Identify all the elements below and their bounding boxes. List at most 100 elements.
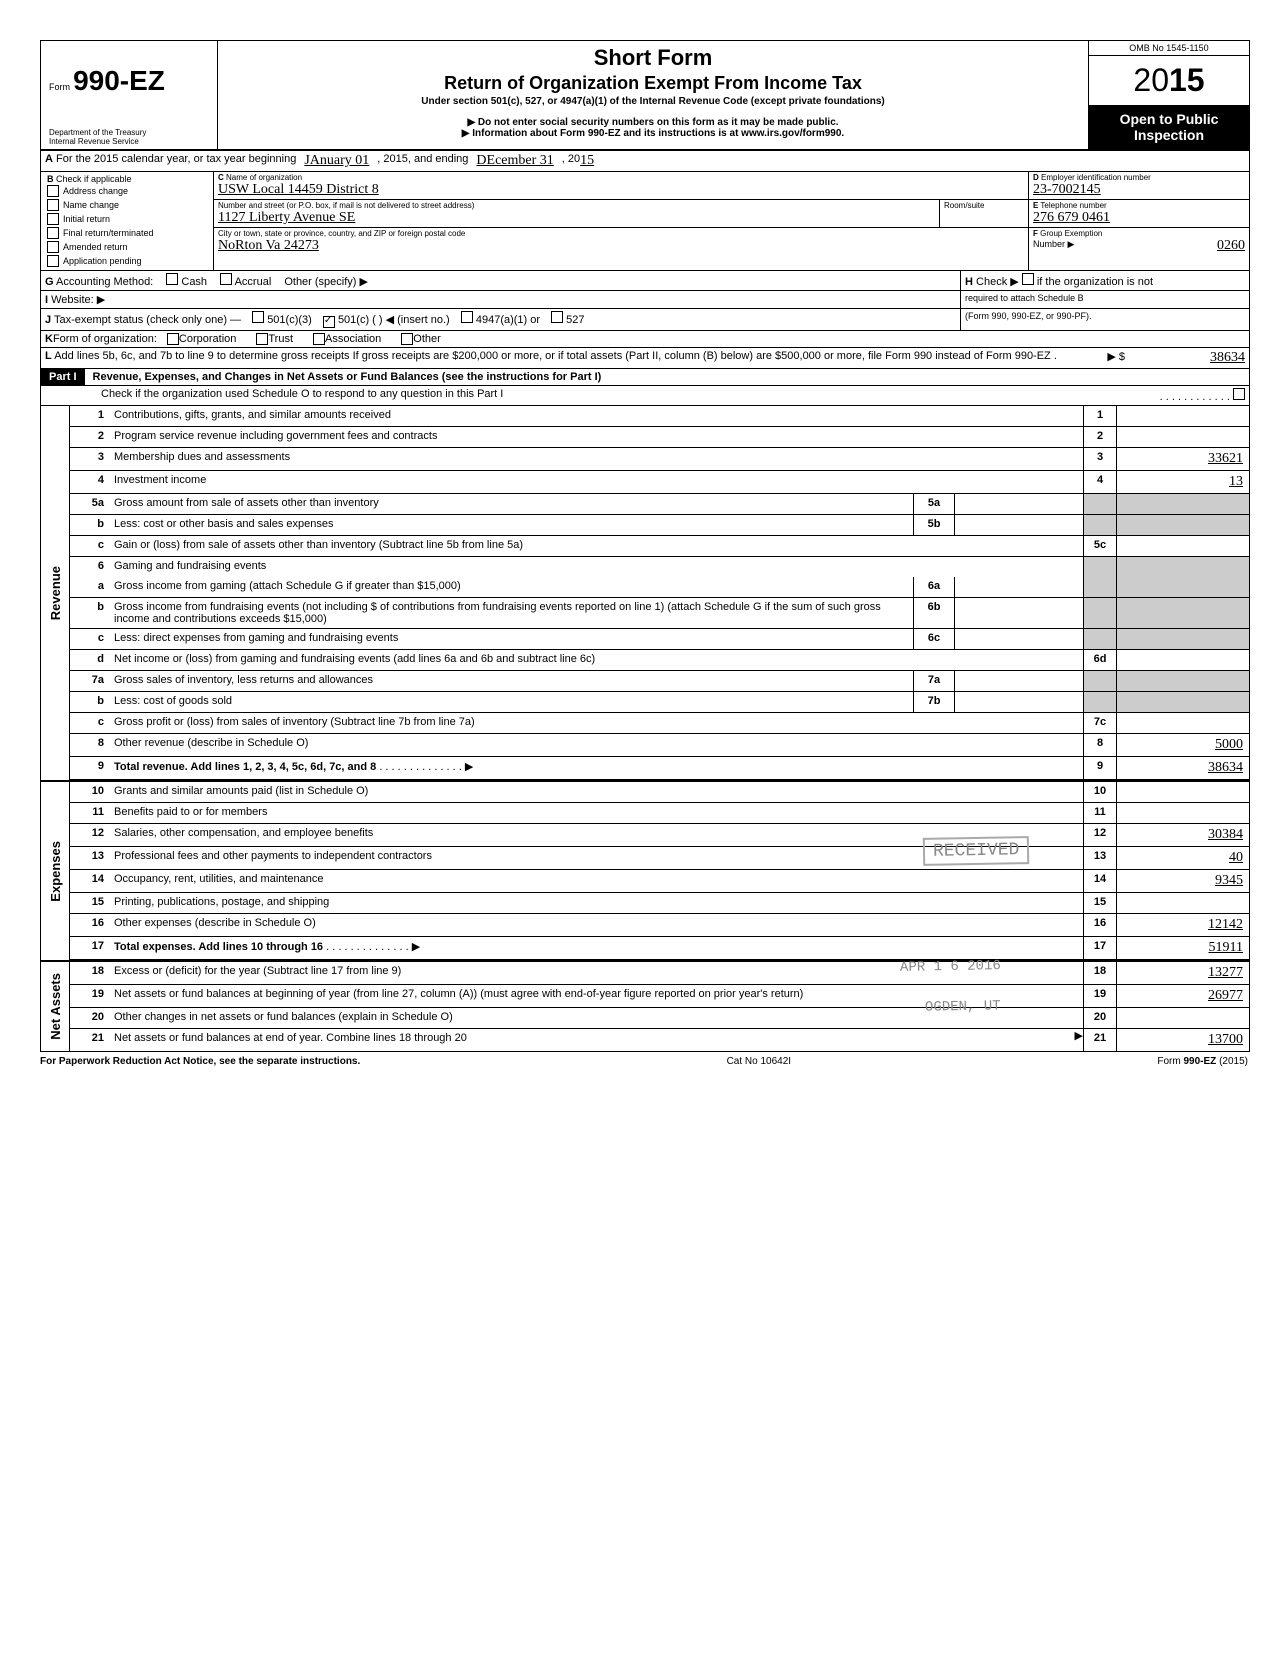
lrv6-shade (1117, 557, 1249, 577)
chk-schedule-b[interactable] (1022, 273, 1034, 285)
lv1 (1117, 406, 1249, 426)
ln13: 13 (70, 847, 110, 869)
chk-initial-return[interactable] (47, 213, 59, 225)
ld7b: Less: cost of goods sold (110, 692, 913, 712)
lsv6b (955, 598, 1083, 628)
street: 1127 Liberty Avenue SE (218, 210, 935, 226)
lv7c (1117, 713, 1249, 733)
line-l-text: Add lines 5b, 6c, and 7b to line 9 to de… (54, 350, 1057, 362)
part1-title: Revenue, Expenses, and Changes in Net As… (85, 369, 610, 385)
chk-501c3[interactable] (252, 311, 264, 323)
chk-amended[interactable] (47, 241, 59, 253)
box-b-label: Check if applicable (56, 174, 132, 184)
part1-check-text: Check if the organization used Schedule … (101, 388, 503, 403)
lrn5b-shade (1083, 515, 1117, 535)
ld6b: Gross income from fundraising events (no… (110, 598, 913, 628)
ld5a: Gross amount from sale of assets other t… (110, 494, 913, 514)
ln15: 15 (70, 893, 110, 913)
ld7c: Gross profit or (loss) from sales of inv… (110, 713, 1083, 733)
chk-schedule-o[interactable] (1233, 388, 1245, 400)
footer-right: Form 990-EZ (2015) (1157, 1056, 1248, 1067)
ld5c: Gain or (loss) from sale of assets other… (110, 536, 1083, 556)
lsn6b: 6b (913, 598, 955, 628)
lrn20: 20 (1083, 1008, 1117, 1028)
chk-cash[interactable] (166, 273, 178, 285)
lbl-final-return: Final return/terminated (63, 228, 154, 238)
ln8: 8 (70, 734, 110, 756)
lrn6c-shade (1083, 629, 1117, 649)
lrn21: 21 (1083, 1029, 1117, 1051)
lv14: 9345 (1117, 870, 1249, 892)
phone: 276 679 0461 (1033, 210, 1245, 226)
lrn14: 14 (1083, 870, 1117, 892)
lv10 (1117, 782, 1249, 802)
ld2: Program service revenue including govern… (110, 427, 1083, 447)
form-prefix: Form (49, 82, 70, 92)
lv19: 26977 (1117, 985, 1249, 1007)
ln3: 3 (70, 448, 110, 470)
chk-4947[interactable] (461, 311, 473, 323)
lv8: 5000 (1117, 734, 1249, 756)
lbl-amended: Amended return (63, 242, 128, 252)
lsn5b: 5b (913, 515, 955, 535)
chk-app-pending[interactable] (47, 255, 59, 267)
lbl-other-method: Other (specify) ▶ (284, 276, 368, 288)
ld8: Other revenue (describe in Schedule O) (110, 734, 1083, 756)
chk-name-change[interactable] (47, 199, 59, 211)
ln12: 12 (70, 824, 110, 846)
lv17: 51911 (1117, 937, 1249, 959)
lsn6a: 6a (913, 577, 955, 597)
lbl-trust: Trust (268, 333, 293, 345)
year: 15 (1169, 62, 1205, 98)
lv21: 13700 (1117, 1029, 1249, 1051)
lrv5b-shade (1117, 515, 1249, 535)
ogden-stamp: OGDEN, UT (917, 996, 1009, 1018)
lrn17: 17 (1083, 937, 1117, 959)
lrn7b-shade (1083, 692, 1117, 712)
chk-trust[interactable] (256, 333, 268, 345)
chk-assoc[interactable] (313, 333, 325, 345)
lv13: 40 (1117, 847, 1249, 869)
lrn9: 9 (1083, 757, 1117, 779)
line-a-text: For the 2015 calendar year, or tax year … (56, 153, 296, 165)
gross-receipts: 38634 (1125, 350, 1245, 366)
line-a-mid: , 2015, and ending (377, 153, 468, 169)
ln17: 17 (70, 937, 110, 959)
lbl-app-pending: Application pending (63, 256, 142, 266)
ein: 23-7002145 (1033, 182, 1245, 198)
ld5b: Less: cost or other basis and sales expe… (110, 515, 913, 535)
ln16: 16 (70, 914, 110, 936)
lrn7a-shade (1083, 671, 1117, 691)
lv20 (1117, 1008, 1249, 1028)
form-header: Form 990-EZ Department of the Treasury I… (41, 41, 1249, 151)
year-prefix: 20 (1133, 62, 1169, 98)
lrn6a-shade (1083, 577, 1117, 597)
form-number: 990-EZ (73, 65, 165, 96)
lrn4: 4 (1083, 471, 1117, 493)
endyear: 15 (580, 153, 594, 169)
lrn5c: 5c (1083, 536, 1117, 556)
open-public: Open to Public (1093, 111, 1245, 127)
lv9: 38634 (1117, 757, 1249, 779)
lbl-initial-return: Initial return (63, 214, 110, 224)
chk-address-change[interactable] (47, 185, 59, 197)
chk-527[interactable] (551, 311, 563, 323)
lrn6-shade (1083, 557, 1117, 577)
part1-label: Part I (41, 369, 85, 385)
lbl-insert-no: ) ◀ (insert no.) (379, 314, 450, 326)
lbl-cash: Cash (181, 276, 207, 288)
chk-other-org[interactable] (401, 333, 413, 345)
chk-final-return[interactable] (47, 227, 59, 239)
website-label: Website: ▶ (51, 294, 105, 306)
chk-501c[interactable] (323, 316, 335, 328)
h-text4: (Form 990, 990-EZ, or 990-PF). (961, 309, 1249, 330)
return-title: Return of Organization Exempt From Incom… (226, 73, 1080, 94)
lv11 (1117, 803, 1249, 823)
lrn16: 16 (1083, 914, 1117, 936)
irs-label: Internal Revenue Service (49, 138, 146, 147)
chk-corp[interactable] (167, 333, 179, 345)
form-990ez: Form 990-EZ Department of the Treasury I… (40, 40, 1250, 1052)
chk-accrual[interactable] (220, 273, 232, 285)
lsv5a (955, 494, 1083, 514)
lrv6c-shade (1117, 629, 1249, 649)
